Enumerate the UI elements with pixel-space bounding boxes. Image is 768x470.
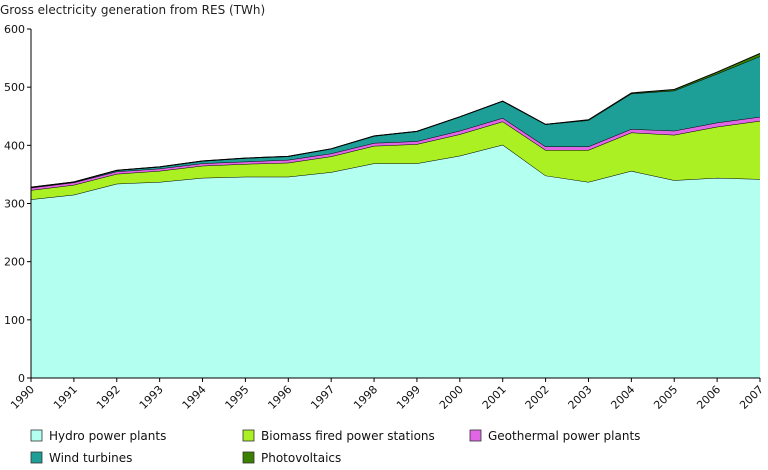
x-tick-label: 1999	[394, 383, 423, 412]
legend-swatch-photovoltaics	[242, 451, 255, 464]
legend-swatch-hydro-power-plants	[30, 429, 43, 442]
legend: Hydro power plants Biomass fired power st…	[30, 429, 640, 465]
area-series-group	[30, 52, 761, 378]
x-tick-label: 2007	[737, 383, 766, 412]
area-hydro-power-plants	[31, 144, 760, 378]
x-tick-label: 2006	[694, 383, 723, 412]
x-tick-label: 2005	[651, 383, 680, 412]
x-tick-label: 2001	[480, 383, 509, 412]
area-biomass-fired-power-stations	[31, 120, 760, 200]
x-tick-label: 1990	[8, 383, 37, 412]
x-tick-label: 1996	[265, 383, 294, 412]
x-tick-label: 1998	[351, 383, 380, 412]
y-tick-label: 400	[4, 139, 25, 152]
y-tick-label: 100	[4, 314, 25, 327]
y-tick-label: 500	[4, 81, 25, 94]
legend-label-wind-turbines: Wind turbines	[49, 451, 132, 465]
x-tick-label: 2000	[437, 383, 466, 412]
legend-swatch-wind-turbines	[30, 451, 43, 464]
legend-label-photovoltaics: Photovoltaics	[261, 451, 341, 465]
y-tick-label: 300	[4, 198, 25, 211]
y-tick-label: 0	[18, 372, 25, 385]
x-tick-label: 1997	[308, 383, 337, 412]
x-tick-label: 1994	[180, 383, 209, 412]
legend-label-hydro-power-plants: Hydro power plants	[49, 429, 166, 443]
legend-swatch-geothermal-power-plants	[469, 429, 482, 442]
x-tick-label: 2003	[566, 383, 595, 412]
x-tick-label: 1995	[223, 383, 252, 412]
y-tick-label: 600	[4, 23, 25, 36]
x-tick-label: 2002	[523, 383, 552, 412]
y-tick-label: 200	[4, 256, 25, 269]
y-axis-title: Gross electricity generation from RES (T…	[0, 3, 265, 17]
x-tick-label: 1991	[51, 383, 80, 412]
x-tick-label: 1993	[137, 383, 166, 412]
legend-swatch-biomass-fired-power-stations	[242, 429, 255, 442]
x-tick-label: 1992	[94, 383, 123, 412]
boundary-line-photovoltaics	[30, 52, 761, 188]
legend-label-biomass-fired-power-stations: Biomass fired power stations	[261, 429, 435, 443]
area-wind-turbines	[31, 56, 760, 188]
legend-label-geothermal-power-plants: Geothermal power plants	[488, 429, 640, 443]
x-tick-label: 2004	[608, 383, 637, 412]
